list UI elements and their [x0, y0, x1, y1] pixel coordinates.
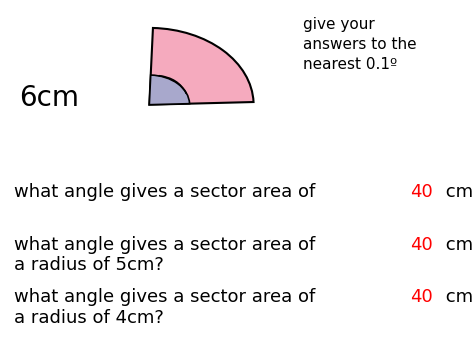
- Text: cm: cm: [440, 288, 473, 306]
- Wedge shape: [149, 75, 190, 105]
- Text: 40: 40: [410, 236, 433, 253]
- Text: give your
answers to the
nearest 0.1º: give your answers to the nearest 0.1º: [303, 17, 417, 72]
- Text: 6cm: 6cm: [19, 84, 79, 112]
- Text: cm: cm: [440, 236, 473, 253]
- Text: a radius of 5cm?: a radius of 5cm?: [14, 257, 164, 274]
- Text: 40: 40: [410, 183, 433, 201]
- Text: what angle gives a sector area of: what angle gives a sector area of: [14, 288, 321, 306]
- Text: cm: cm: [440, 183, 473, 201]
- Text: what angle gives a sector area of: what angle gives a sector area of: [14, 183, 321, 201]
- Text: a radius of 4cm?: a radius of 4cm?: [14, 309, 164, 327]
- Text: 40: 40: [410, 288, 433, 306]
- Wedge shape: [149, 28, 254, 105]
- FancyArrowPatch shape: [159, 76, 186, 93]
- Text: what angle gives a sector area of: what angle gives a sector area of: [14, 236, 321, 253]
